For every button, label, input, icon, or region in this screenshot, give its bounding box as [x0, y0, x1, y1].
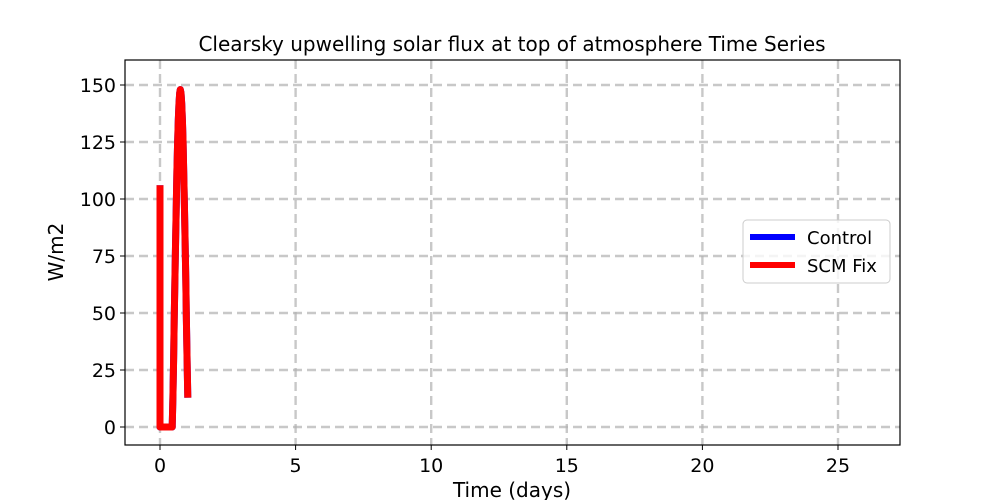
data-lines: [156, 86, 192, 431]
x-tick-label: 15: [555, 455, 579, 477]
y-tick-label: 100: [80, 189, 116, 211]
y-tick-label: 125: [80, 132, 116, 154]
y-axis-label: W/m2: [44, 223, 68, 282]
y-tick-label: 150: [80, 75, 116, 97]
x-tick-label: 0: [154, 455, 166, 477]
x-tick-label: 5: [290, 455, 302, 477]
x-tick-label: 10: [419, 455, 443, 477]
y-tick-label: 75: [92, 246, 116, 268]
y-tick-label: 0: [104, 417, 116, 439]
y-tick-label: 50: [92, 303, 116, 325]
series-line-scm-fix: [156, 86, 192, 431]
legend-label-control: Control: [807, 228, 872, 249]
legend-label-scm-fix: SCM Fix: [807, 256, 877, 277]
x-axis-ticks: 0 5 10 15 20 25: [154, 445, 850, 477]
chart-title: Clearsky upwelling solar flux at top of …: [198, 32, 825, 56]
x-tick-label: 20: [690, 455, 714, 477]
y-axis-ticks: 0 25 50 75 100 125 150: [80, 75, 125, 439]
plot-frame: [124, 59, 901, 446]
x-tick-label: 25: [826, 455, 850, 477]
legend: Control SCM Fix: [742, 219, 891, 284]
x-axis-label: Time (days): [452, 478, 571, 500]
y-tick-label: 25: [92, 360, 116, 382]
